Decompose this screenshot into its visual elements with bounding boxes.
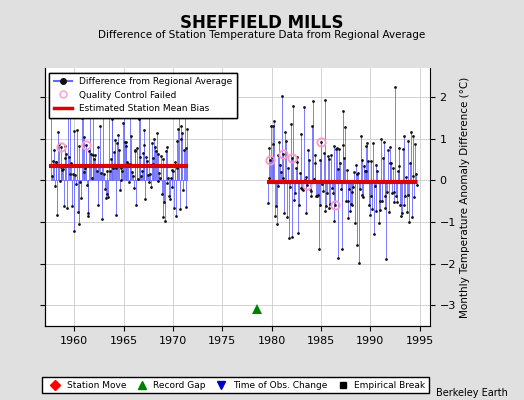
Legend: Difference from Regional Average, Quality Control Failed, Estimated Station Mean: Difference from Regional Average, Qualit… (49, 72, 237, 118)
Y-axis label: Monthly Temperature Anomaly Difference (°C): Monthly Temperature Anomaly Difference (… (460, 76, 470, 318)
Text: Berkeley Earth: Berkeley Earth (436, 388, 508, 398)
Legend: Station Move, Record Gap, Time of Obs. Change, Empirical Break: Station Move, Record Gap, Time of Obs. C… (42, 377, 429, 394)
Text: SHEFFIELD MILLS: SHEFFIELD MILLS (180, 14, 344, 32)
Text: Difference of Station Temperature Data from Regional Average: Difference of Station Temperature Data f… (99, 30, 425, 40)
